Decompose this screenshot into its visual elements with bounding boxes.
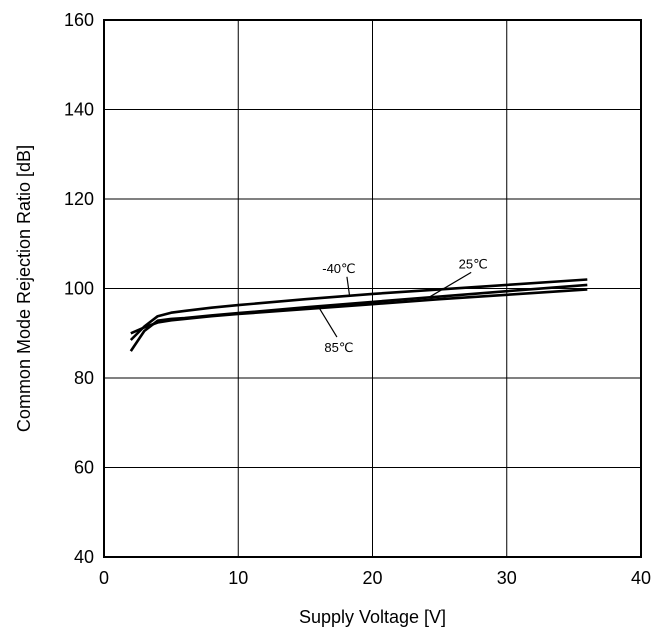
annotation-leader-0 <box>346 276 351 297</box>
y-axis-label: Common Mode Rejection Ratio [dB] <box>14 145 34 432</box>
annotation-label-0: -40℃ <box>322 261 355 276</box>
series-line-2 <box>130 288 588 335</box>
x-tick-label: 10 <box>228 568 248 588</box>
x-tick-label: 30 <box>497 568 517 588</box>
y-tick-label: 120 <box>64 189 94 209</box>
y-tick-label: 40 <box>74 547 94 567</box>
series-group <box>129 278 588 352</box>
y-tick-label: 100 <box>64 279 94 299</box>
annotation-label-2: 85℃ <box>324 340 353 355</box>
x-axis-label: Supply Voltage [V] <box>299 607 446 627</box>
y-tick-label: 80 <box>74 368 94 388</box>
annotations-group: -40℃ 25℃ 85℃ <box>318 256 488 355</box>
x-tick-label: 0 <box>99 568 109 588</box>
x-tick-label: 40 <box>631 568 651 588</box>
y-tick-label: 160 <box>64 10 94 30</box>
y-tick-label: 60 <box>74 458 94 478</box>
annotation-label-1: 25℃ <box>459 256 488 271</box>
x-tick-label: 20 <box>362 568 382 588</box>
tick-labels: 0 10 20 30 40 40 60 80 100 120 140 160 <box>64 10 651 588</box>
annotation-leader-2 <box>318 306 338 338</box>
annotation-leader-1 <box>429 271 472 298</box>
plot-frame <box>103 19 642 558</box>
series-line-0 <box>129 278 588 341</box>
grid <box>104 20 641 557</box>
y-tick-label: 140 <box>64 100 94 120</box>
